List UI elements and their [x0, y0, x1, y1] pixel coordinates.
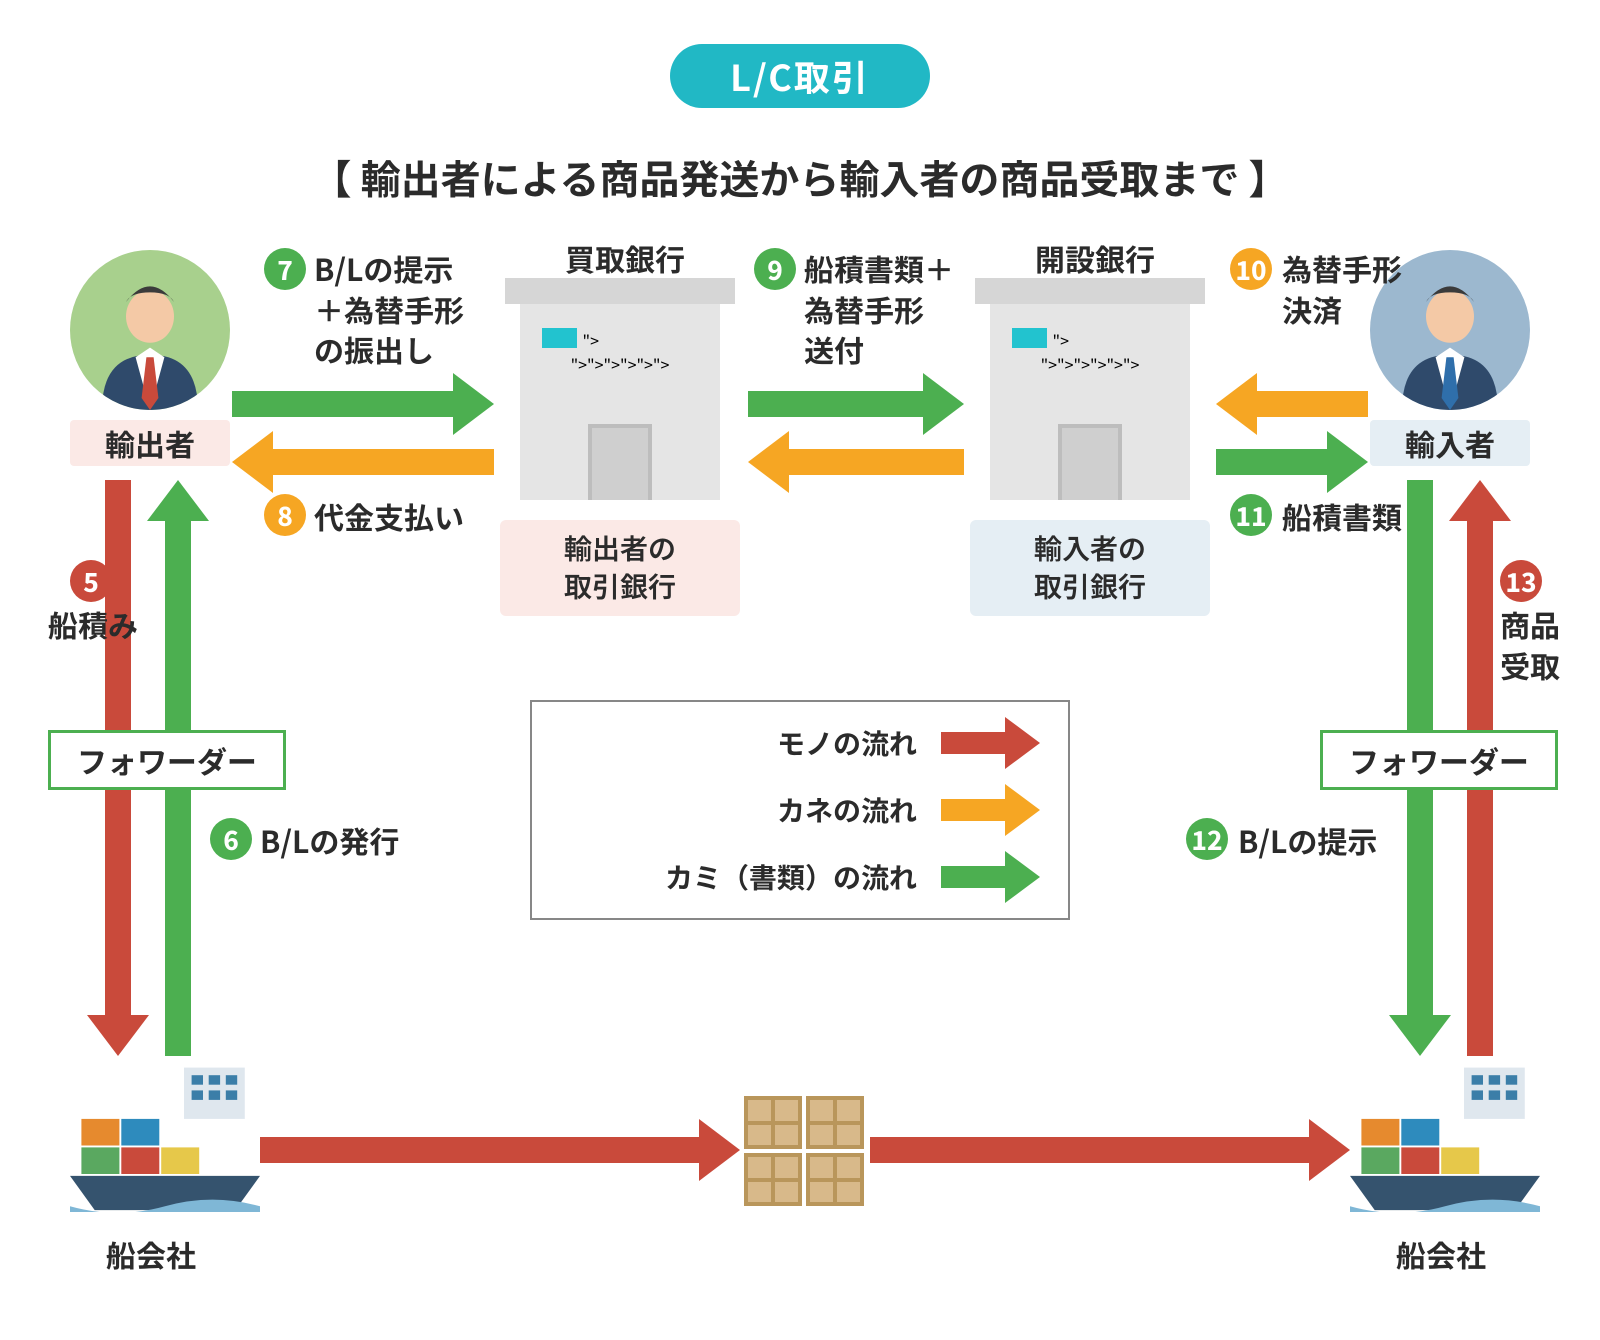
- ship-label-left: 船会社: [106, 1232, 196, 1276]
- legend-label: モノの流れ: [560, 723, 917, 763]
- step-badge-12: 12: [1186, 818, 1228, 860]
- arrow-ship-l: [260, 1119, 740, 1181]
- forwarder-left: フォワーダー: [48, 730, 286, 790]
- person-icon: [90, 278, 210, 410]
- exporter-label: 輸出者: [70, 420, 230, 466]
- step-text-8: 代金支払い: [314, 496, 464, 537]
- arrow-ship-r: [870, 1119, 1350, 1181]
- legend: モノの流れ カネの流れ カミ（書類）の流れ: [530, 700, 1070, 920]
- arrow-a8: [232, 431, 494, 493]
- ship-icon: [70, 1060, 260, 1212]
- ship-left: [70, 1060, 260, 1217]
- legend-row: カネの流れ: [560, 784, 1040, 836]
- legend-label: カミ（書類）の流れ: [560, 857, 917, 897]
- ship-right: [1350, 1060, 1540, 1217]
- importer-label: 輸入者: [1370, 420, 1530, 466]
- bank-title-negotiating: 買取銀行: [530, 236, 720, 280]
- bank-building-issuing: ">">">">">">">: [990, 300, 1190, 500]
- step-text-13: 商品受取: [1500, 604, 1560, 685]
- step-badge-10: 10: [1230, 248, 1272, 290]
- step-text-7: B/Lの提示＋為替手形の振出し: [314, 248, 464, 370]
- subtitle: 【 輸出者による商品発送から輸入者の商品受取まで 】: [312, 148, 1289, 206]
- legend-row: カミ（書類）の流れ: [560, 851, 1040, 903]
- legend-row: モノの流れ: [560, 717, 1040, 769]
- exporter-avatar: [70, 250, 230, 410]
- bank-sub-negotiating: 輸出者の取引銀行: [500, 520, 740, 616]
- cargo-boxes-icon: [744, 1096, 864, 1206]
- legend-label: カネの流れ: [560, 790, 917, 830]
- person-icon: [1390, 278, 1510, 410]
- step-text-12: B/Lの提示: [1238, 820, 1377, 861]
- bank-title-issuing: 開設銀行: [1000, 236, 1190, 280]
- step-badge-5: 5: [70, 560, 112, 602]
- forwarder-right: フォワーダー: [1320, 730, 1558, 790]
- step-badge-9: 9: [754, 248, 796, 290]
- step-text-9: 船積書類＋為替手形送付: [804, 248, 954, 370]
- step-badge-11: 11: [1230, 494, 1272, 536]
- legend-arrow-icon: [941, 851, 1040, 903]
- arrow-a10: [1216, 373, 1368, 435]
- arrow-a9b: [748, 431, 964, 493]
- step-text-5: 船積み: [48, 604, 138, 645]
- step-text-6: B/Lの発行: [260, 820, 399, 861]
- step-badge-7: 7: [264, 248, 306, 290]
- bank-sub-issuing: 輸入者の取引銀行: [970, 520, 1210, 616]
- ship-label-right: 船会社: [1396, 1232, 1486, 1276]
- arrow-a9: [748, 373, 964, 435]
- step-text-11: 船積書類: [1282, 496, 1402, 537]
- title-pill: L/C取引: [670, 44, 930, 108]
- bank-building-negotiating: ">">">">">">">: [520, 300, 720, 500]
- step-badge-13: 13: [1500, 560, 1542, 602]
- step-badge-6: 6: [210, 818, 252, 860]
- legend-arrow-icon: [941, 784, 1040, 836]
- step-text-10: 為替手形決済: [1282, 248, 1402, 329]
- arrow-a7: [232, 373, 494, 435]
- arrow-a11: [1216, 431, 1368, 493]
- legend-arrow-icon: [941, 717, 1040, 769]
- step-badge-8: 8: [264, 494, 306, 536]
- ship-icon: [1350, 1060, 1540, 1212]
